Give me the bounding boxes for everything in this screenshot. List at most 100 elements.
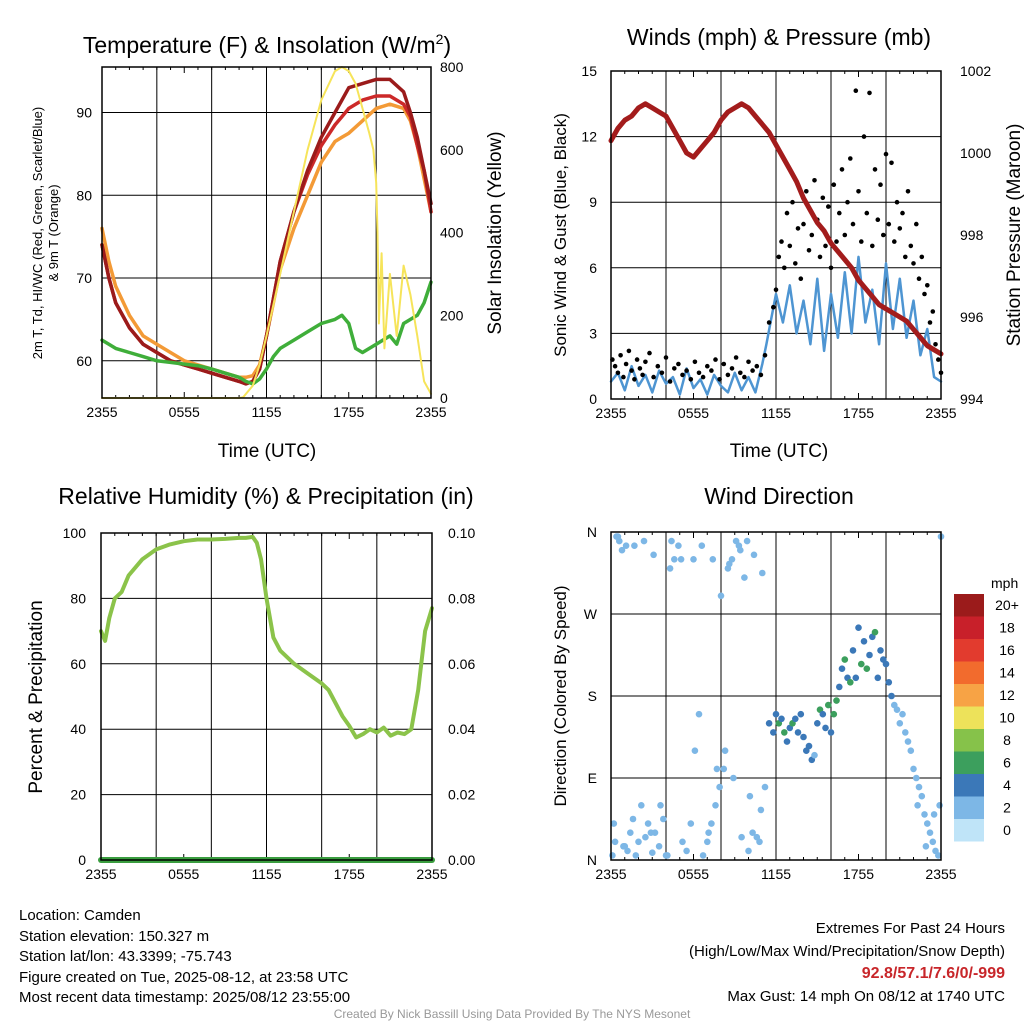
direction-point [613, 533, 620, 540]
direction-point [695, 710, 703, 718]
direction-point [698, 542, 706, 549]
x-tick-label: 1755 [843, 866, 874, 882]
legend-label: 18 [999, 620, 1015, 636]
gust-point [676, 361, 681, 367]
gust-point [892, 239, 897, 244]
legend-color-box [954, 796, 984, 819]
temperature-ylabel-line2: & 9m T (Orange) [46, 184, 61, 281]
legend-label: 6 [1003, 755, 1011, 771]
direction-point [930, 811, 938, 818]
gust-point [823, 243, 828, 249]
gust-point [754, 363, 760, 369]
gust-point [820, 195, 826, 201]
direction-point [660, 815, 667, 823]
y-tick-label: 20 [70, 787, 86, 803]
x-tick-label: 0555 [168, 866, 199, 882]
gust-point [828, 265, 834, 271]
gust-point [651, 374, 656, 380]
gust-point [766, 320, 772, 325]
gust-point [680, 372, 685, 378]
direction-point [814, 720, 821, 727]
direction-point [757, 806, 765, 814]
direction-point [671, 556, 678, 563]
x-tick-label: 2355 [415, 404, 446, 420]
gust-point [812, 178, 817, 183]
direction-point [924, 820, 931, 827]
direction-point [668, 537, 675, 545]
direction-point [627, 829, 634, 836]
gust-point [864, 210, 870, 216]
gust-point [905, 189, 911, 194]
gust-point [721, 361, 727, 367]
gust-point [861, 134, 867, 139]
gust-point [859, 239, 864, 244]
y-tick-label: 60 [70, 656, 86, 672]
direction-point [910, 765, 917, 773]
gust-point [615, 370, 621, 376]
gust-point [936, 357, 941, 362]
y2-tick-label: 0.10 [448, 525, 475, 541]
gust-point [826, 204, 831, 209]
y-tick-label: 9 [589, 194, 597, 210]
gust-point [900, 210, 905, 216]
x-tick-label: 1155 [761, 866, 791, 882]
winds-panel: 2355 0555 1155 1755 235503691215994996998100… [551, 24, 1024, 462]
x-tick-label: 2355 [416, 866, 447, 882]
y-tick-label: 996 [960, 309, 984, 325]
gust-point [773, 287, 779, 293]
gust-point [872, 167, 878, 172]
direction-point [913, 774, 920, 782]
direction-point [893, 706, 901, 713]
direction-point [926, 829, 934, 836]
direction-point [838, 665, 846, 672]
gust-point [908, 243, 914, 249]
y-tick-label: 80 [70, 590, 86, 606]
gust-point [717, 377, 722, 382]
temperature-ylabel-line1: 2m T, Td, HI/WC (Red, Green, Scarlet/Blu… [30, 107, 45, 359]
direction-point [781, 729, 788, 736]
gust-point [787, 243, 793, 249]
direction-point [677, 556, 685, 563]
direction-point [649, 849, 656, 856]
x-tick-label: 2355 [925, 866, 956, 882]
legend-color-box [954, 706, 984, 729]
station-info: Location: Camden Station elevation: 150.… [19, 906, 350, 1009]
humidity-panel: 2355 0555 1155 1755 23550204060801000.000.02… [26, 483, 475, 882]
gust-point [894, 199, 900, 205]
y-tick-label: 0 [589, 391, 597, 407]
direction-point [717, 592, 725, 600]
direction-point [765, 720, 773, 727]
gust-point [738, 370, 743, 376]
direction-point [642, 833, 649, 841]
direction-tick-label: N [587, 524, 597, 540]
direction-point [860, 638, 868, 645]
direction-point [644, 820, 652, 827]
y-tick-label: 400 [440, 225, 464, 241]
legend-color-box [954, 751, 984, 774]
gust-point [903, 254, 908, 260]
gust-point [629, 368, 634, 373]
direction-point [618, 546, 626, 554]
direction-point [922, 843, 930, 850]
direction-point [877, 647, 884, 654]
winddir-ylabel: Direction (Colored By Speed) [551, 585, 570, 806]
direction-point [738, 833, 745, 841]
winds-y2label: Station Pressure (Maroon) [1004, 124, 1024, 347]
legend-label: 10 [999, 710, 1015, 726]
gust-point [647, 350, 652, 356]
direction-point [683, 847, 690, 855]
gust-point [911, 261, 916, 266]
direction-point [635, 838, 642, 846]
legend-label: 0 [1003, 822, 1011, 838]
gust-point [696, 370, 702, 376]
gust-point [700, 374, 706, 380]
gust-point [705, 363, 710, 369]
direction-point [647, 829, 655, 836]
gust-point [801, 221, 806, 227]
gust-point [856, 189, 861, 194]
gust-point [881, 232, 886, 238]
direction-point [830, 710, 838, 718]
extremes-subtitle: (High/Low/Max Wind/Precipitation/Snow De… [689, 942, 1005, 960]
direction-point [720, 765, 728, 773]
